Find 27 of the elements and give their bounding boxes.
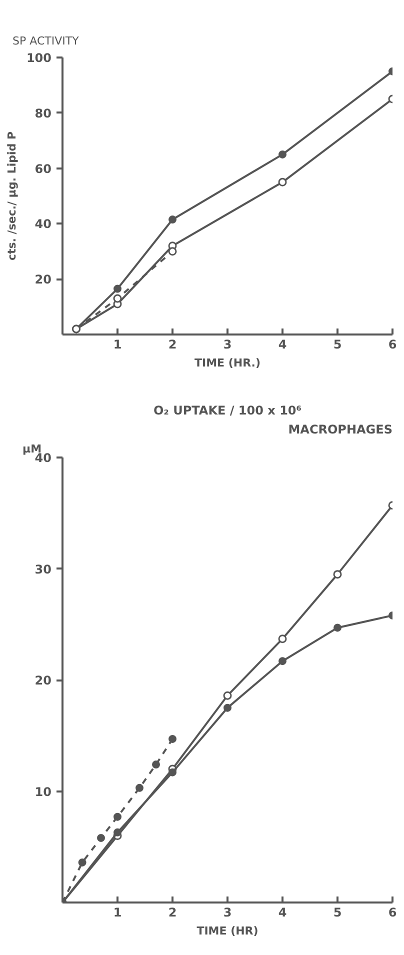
- chart-subtitle: MACROPHAGES: [288, 422, 393, 436]
- x-axis-title: TIME (HR): [196, 924, 258, 938]
- x-tick-label: 3: [223, 906, 232, 920]
- y-tick-label: 40: [34, 451, 52, 465]
- y-tick-label: 30: [34, 562, 52, 576]
- x-tick-label: 1: [113, 338, 122, 352]
- x-tick-label: 4: [278, 338, 287, 352]
- x-tick-label: 3: [223, 338, 232, 352]
- x-tick-label: 2: [168, 906, 177, 920]
- y-tick-label: 100: [26, 51, 52, 65]
- x-tick-label: 6: [388, 906, 397, 920]
- y-tick-label: 60: [34, 162, 52, 176]
- chart-title: SP ACTIVITY: [12, 34, 80, 48]
- x-tick-label: 5: [333, 338, 342, 352]
- y-tick-label: 20: [34, 674, 52, 688]
- x-tick-label: 5: [333, 906, 342, 920]
- y-tick-label: 80: [34, 106, 52, 120]
- chart-title: O₂ UPTAKE / 100 x 10⁶: [153, 404, 302, 418]
- x-tick-label: 6: [388, 338, 397, 352]
- y-tick-label: 40: [34, 217, 52, 232]
- y-tick-label: 10: [34, 784, 52, 799]
- x-tick-label: 4: [278, 906, 287, 920]
- x-axis-title: TIME (HR.): [194, 356, 260, 370]
- y-axis-title: cts. /sec./ µg. Lipid P: [5, 131, 18, 261]
- y-tick-label: 20: [34, 272, 52, 287]
- x-tick-label: 2: [168, 338, 177, 352]
- x-tick-label: 1: [113, 906, 122, 920]
